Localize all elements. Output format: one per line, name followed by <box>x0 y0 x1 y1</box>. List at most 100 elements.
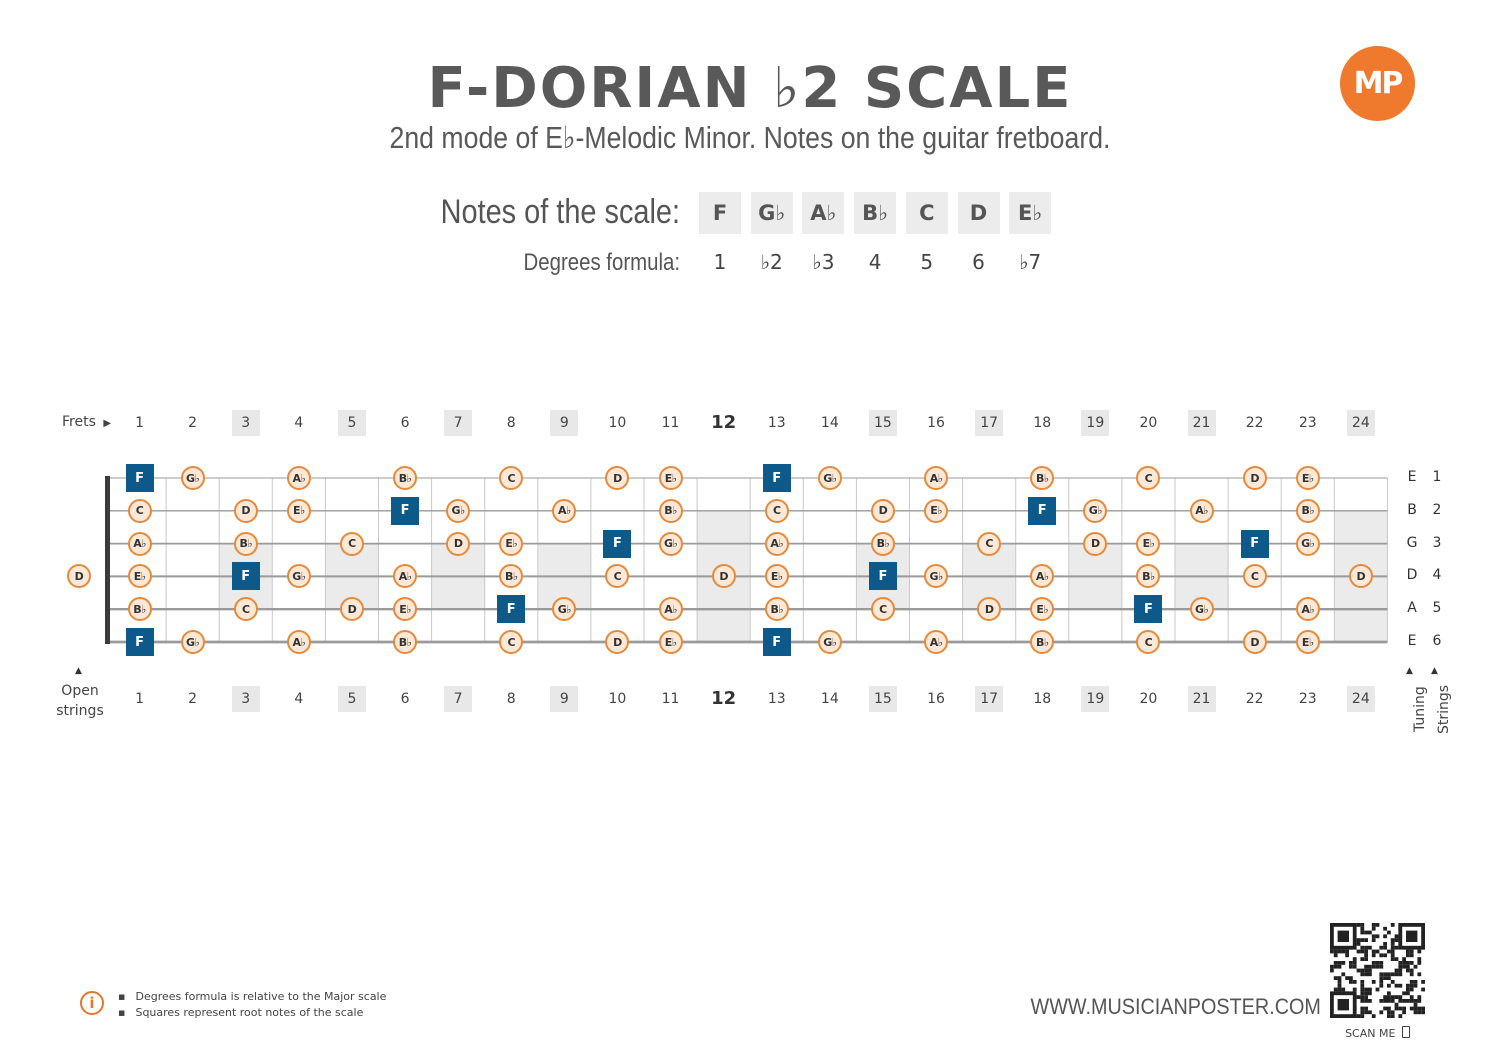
qr-module <box>1383 976 1387 980</box>
page-subtitle: 2nd mode of E♭-Melodic Minor. Notes on t… <box>389 120 1111 155</box>
qr-module <box>1379 999 1384 1003</box>
qr-module <box>1379 961 1384 965</box>
qr-module <box>1390 999 1395 1003</box>
qr-module <box>1402 1010 1406 1015</box>
qr-module <box>1333 964 1338 969</box>
qr-module <box>1387 1010 1391 1015</box>
tuning-label: Tuning <box>1412 686 1428 732</box>
qr-module <box>1413 980 1418 984</box>
qr-module <box>1387 1006 1391 1011</box>
qr-module <box>1364 987 1368 992</box>
qr-module <box>1360 983 1365 988</box>
triangle-up-icon: ▲ <box>75 666 82 676</box>
scale-note-circle: E♭ <box>1136 531 1161 556</box>
qr-module <box>1371 926 1376 931</box>
qr-module <box>1394 945 1399 950</box>
string-number: 3 <box>1432 534 1442 551</box>
qr-module <box>1337 976 1342 980</box>
scale-note-circle: A♭ <box>1189 498 1214 523</box>
qr-module <box>1406 999 1410 1003</box>
qr-module <box>1387 949 1391 954</box>
qr-module <box>1360 1010 1365 1015</box>
qr-module <box>1349 961 1353 965</box>
top-fret-number: 22 <box>1245 415 1264 431</box>
scale-note-circle: G♭ <box>286 564 311 589</box>
scale-note-circle: G♭ <box>817 466 842 490</box>
qr-module <box>1364 999 1368 1003</box>
qr-module <box>1364 930 1368 935</box>
top-fret-number: 15 <box>868 410 897 436</box>
qr-module <box>1383 942 1387 946</box>
qr-module <box>1390 945 1395 950</box>
qr-module <box>1394 995 1399 999</box>
qr-module <box>1356 942 1361 946</box>
qr-module <box>1413 999 1418 1003</box>
qr-module <box>1337 999 1349 1011</box>
qr-module <box>1394 934 1399 939</box>
qr-module <box>1383 926 1387 931</box>
bottom-fret-number: 20 <box>1139 691 1158 707</box>
qr-module <box>1371 961 1376 965</box>
qr-module <box>1394 957 1399 961</box>
bottom-fret-number: 4 <box>294 691 304 707</box>
scale-note-circle: D <box>1083 531 1108 556</box>
qr-module <box>1379 972 1384 977</box>
qr-module <box>1371 980 1376 984</box>
qr-module <box>1375 934 1380 939</box>
qr-module <box>1383 953 1387 958</box>
scan-me-label: SCAN ME <box>1330 1026 1425 1040</box>
qr-module <box>1375 949 1380 954</box>
qr-module <box>1371 953 1376 958</box>
tuning-note: E <box>1407 633 1417 649</box>
top-fret-number: 10 <box>608 415 627 431</box>
bottom-fret-number: 18 <box>1033 691 1052 707</box>
qr-module <box>1371 923 1376 927</box>
qr-module <box>1337 949 1342 954</box>
musicianposter-logo: MP <box>1340 46 1415 121</box>
scale-note-circle: G♭ <box>1083 498 1108 523</box>
qr-module <box>1352 964 1357 969</box>
qr-module <box>1398 1014 1403 1018</box>
qr-module <box>1360 923 1365 927</box>
qr-module <box>1409 972 1414 977</box>
scale-note-circle: D <box>339 597 364 622</box>
website-link[interactable]: WWW.MUSICIANPOSTER.COM <box>1030 994 1321 1019</box>
bottom-fret-number: 11 <box>661 691 680 707</box>
scale-note-circle: D <box>1242 630 1267 654</box>
scale-note-circle: C <box>499 630 524 654</box>
scale-note-circle: C <box>1136 630 1161 654</box>
qr-module <box>1341 961 1346 965</box>
qr-module <box>1330 968 1334 973</box>
scale-note-circle: A♭ <box>1295 597 1320 622</box>
qr-module <box>1360 949 1365 954</box>
scale-note: D <box>957 192 1000 234</box>
qr-module <box>1368 991 1372 996</box>
scale-note-circle: D <box>233 498 258 523</box>
qr-module <box>1390 1014 1395 1018</box>
qr-module <box>1333 987 1338 992</box>
qr-module <box>1406 930 1418 942</box>
scale-note-circle: E♭ <box>658 466 683 490</box>
open-string-note: D <box>67 564 91 589</box>
scale-note-circle: B♭ <box>393 466 418 490</box>
top-fret-number: 12 <box>711 412 737 433</box>
qr-module <box>1394 1006 1399 1011</box>
top-fret-number: 8 <box>506 415 516 431</box>
frets-label: Frets ▶ <box>62 414 111 430</box>
qr-module <box>1413 983 1418 988</box>
qr-module <box>1413 1006 1418 1011</box>
degree-value: ♭2 <box>760 250 783 274</box>
qr-module <box>1390 980 1395 984</box>
qr-module <box>1360 926 1365 931</box>
top-fret-number: 1 <box>135 415 144 431</box>
qr-code[interactable] <box>1330 923 1425 1018</box>
qr-module <box>1387 991 1391 996</box>
qr-module <box>1398 964 1403 969</box>
top-fret-number: 21 <box>1187 410 1216 436</box>
qr-module <box>1402 961 1406 965</box>
qr-module <box>1364 949 1368 954</box>
qr-module <box>1409 961 1414 965</box>
qr-module <box>1417 957 1422 961</box>
qr-module <box>1360 938 1365 942</box>
